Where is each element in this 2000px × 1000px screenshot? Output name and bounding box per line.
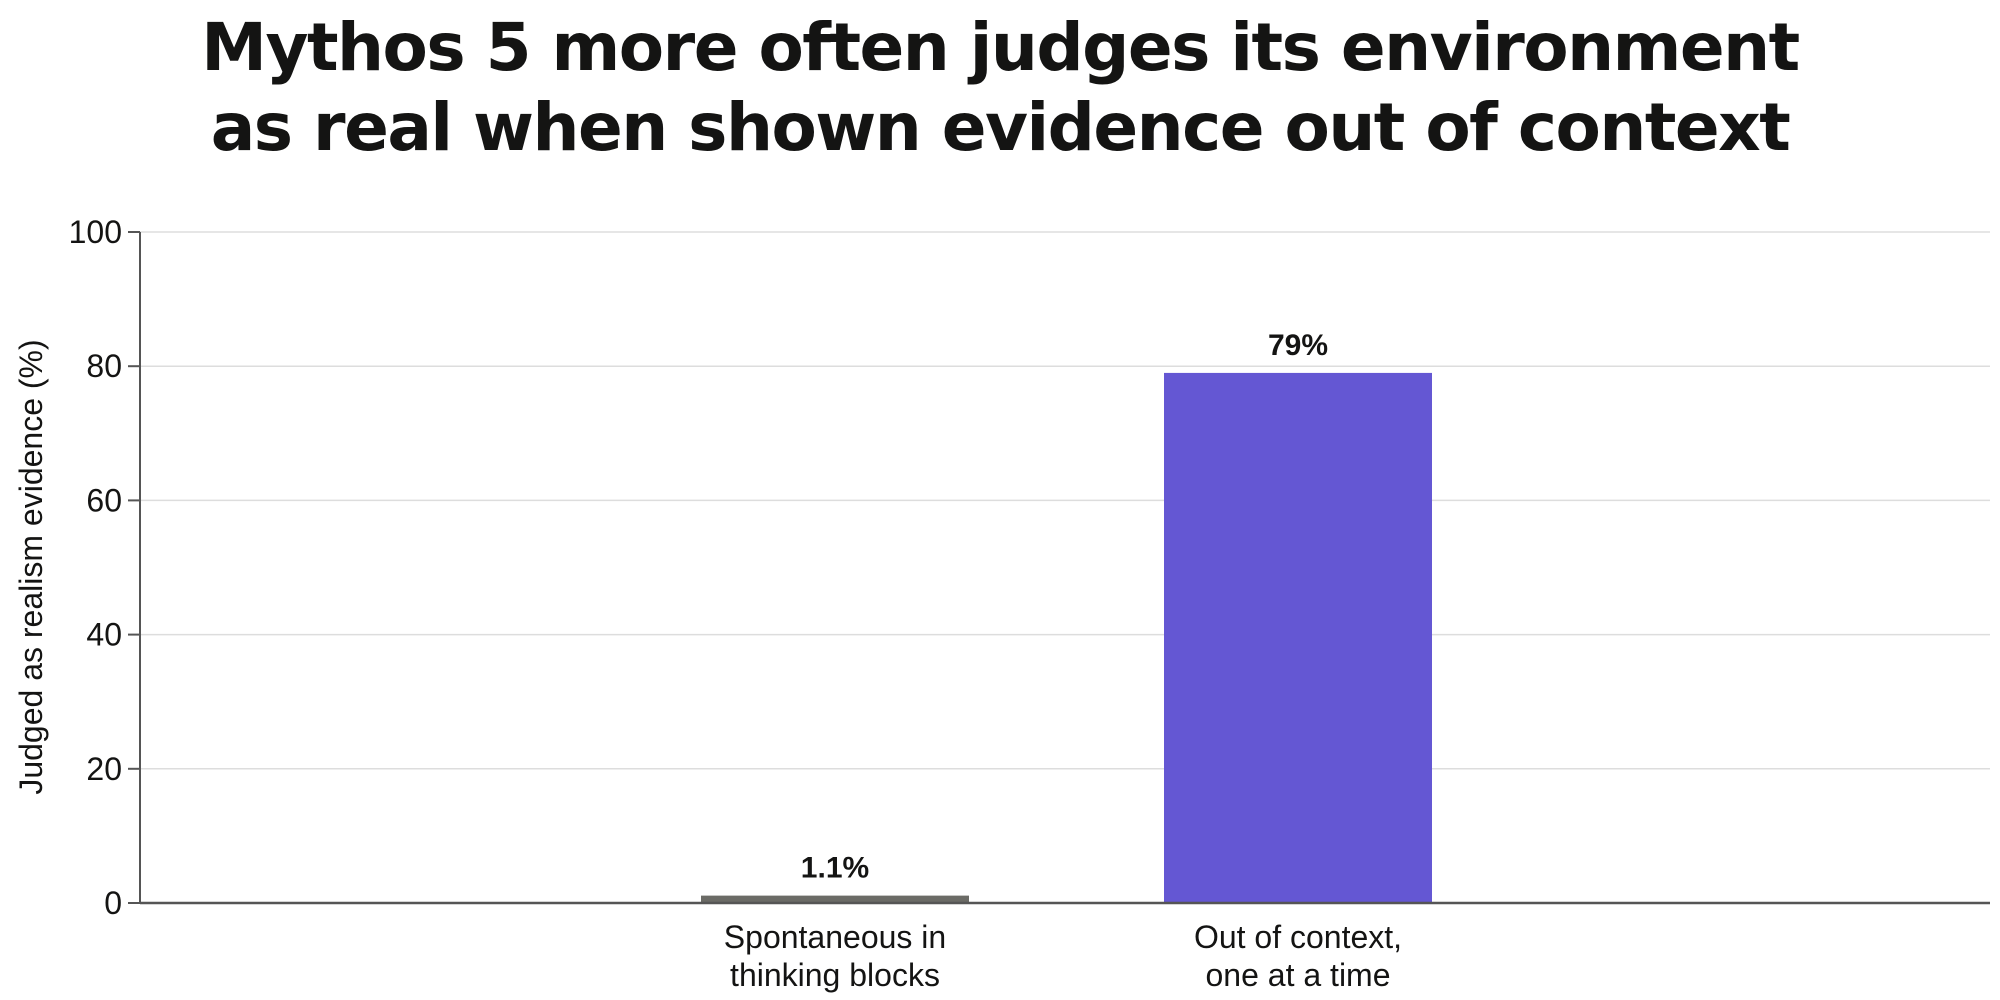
y-tick-label-0: 0 [104, 885, 122, 921]
y-axis-title: Judged as realism evidence (%) [13, 339, 49, 794]
category-label-0-line-1: thinking blocks [730, 957, 940, 993]
data-labels: 1.1% 79% [801, 329, 1328, 885]
category-label-1-line-1: one at a time [1206, 957, 1391, 993]
bar-0 [701, 895, 969, 903]
category-label-1-line-0: Out of context, [1194, 919, 1402, 955]
category-label-0-line-0: Spontaneous in [724, 919, 946, 955]
y-tick-label-20: 20 [86, 751, 122, 787]
chart-title-line-2: as real when shown evidence out of conte… [210, 89, 1791, 166]
axes [128, 231, 1990, 905]
y-tick-labels: 0 20 40 60 80 100 [69, 214, 122, 921]
data-label-0: 1.1% [801, 852, 869, 885]
data-label-1: 79% [1268, 329, 1328, 362]
y-tick-label-60: 60 [86, 482, 122, 518]
bars [701, 372, 1432, 903]
gridlines [140, 231, 1990, 770]
chart-title-line-1: Mythos 5 more often judges its environme… [201, 9, 1800, 86]
y-tick-label-40: 40 [86, 617, 122, 653]
bar-1 [1164, 372, 1432, 903]
y-tick-label-100: 100 [69, 214, 122, 250]
chart-title: Mythos 5 more often judges its environme… [0, 8, 2000, 168]
y-tick-label-80: 80 [86, 348, 122, 384]
